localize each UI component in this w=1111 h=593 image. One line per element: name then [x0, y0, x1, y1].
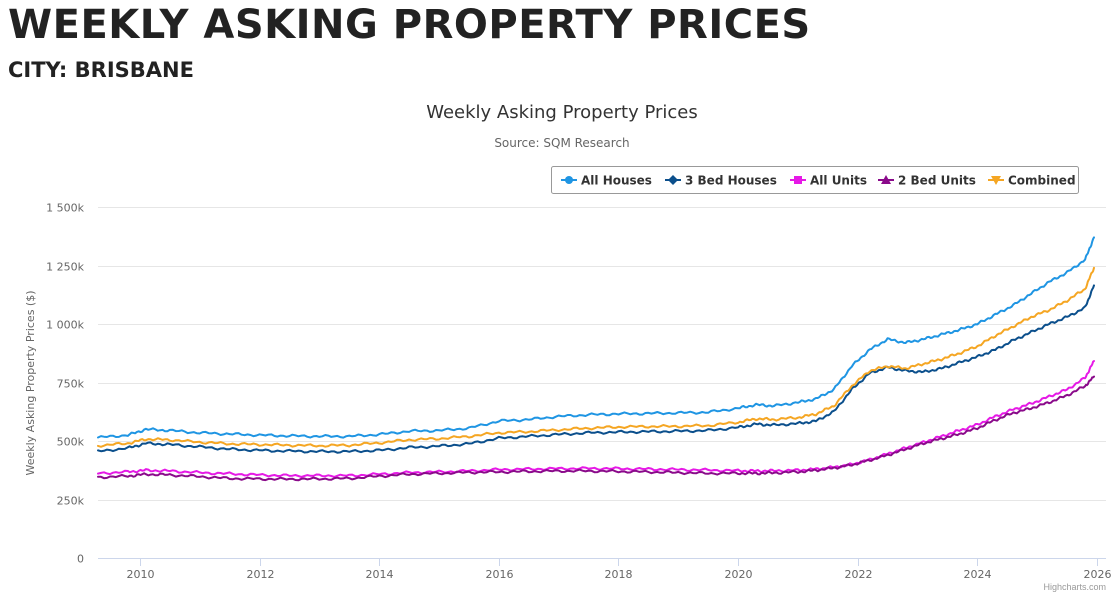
legend-marker-diamond — [668, 175, 678, 185]
legend-marker-triangle-down — [991, 176, 1001, 185]
series-line-combined[interactable] — [97, 266, 1095, 448]
legend-label: 3 Bed Houses — [685, 174, 777, 188]
legend-label: 2 Bed Units — [898, 174, 976, 188]
chart-subtitle: Source: SQM Research — [494, 136, 629, 150]
legend-item-combined[interactable]: Combined — [988, 174, 1076, 188]
legend-label: All Units — [810, 174, 867, 188]
axes: 0 250k 500k 750k 1 000k 1 250k 1 500k 2010 2012 2… — [46, 202, 1111, 582]
y-axis-title: Weekly Asking Property Prices ($) — [24, 290, 37, 475]
legend-label: All Houses — [581, 174, 652, 188]
legend-item-2-bed-units[interactable]: 2 Bed Units — [878, 174, 976, 188]
legend-marker-circle — [565, 176, 573, 184]
y-tick-label: 500k — [57, 436, 85, 449]
legend-item-all-houses[interactable]: All Houses — [561, 174, 652, 188]
legend-marker-triangle — [881, 175, 891, 184]
x-tick-label: 2014 — [366, 568, 394, 581]
x-tick-label: 2016 — [486, 568, 514, 581]
y-tick-label: 0 — [77, 553, 84, 566]
page-title: WEEKLY ASKING PROPERTY PRICES — [8, 2, 811, 48]
y-tick-label: 1 000k — [46, 319, 84, 332]
y-tick-label: 250k — [57, 495, 85, 508]
legend-item-all-units[interactable]: All Units — [790, 174, 867, 188]
x-tick-label: 2012 — [247, 568, 275, 581]
x-tick-label: 2024 — [964, 568, 992, 581]
legend-box — [551, 166, 1079, 194]
series-line-all-houses[interactable] — [97, 236, 1095, 439]
legend-marker-square — [794, 176, 802, 184]
city-label: CITY: BRISBANE — [8, 58, 194, 82]
x-tick-label: 2018 — [605, 568, 633, 581]
series-line-2-bed-units[interactable] — [97, 375, 1095, 482]
series-line-3-bed-houses[interactable] — [97, 284, 1095, 454]
series-lines — [97, 236, 1095, 482]
x-tick-label: 2026 — [1084, 568, 1111, 581]
x-tick-label: 2020 — [725, 568, 753, 581]
y-tick-label: 750k — [57, 378, 85, 391]
legend-item-3-bed-houses[interactable]: 3 Bed Houses — [665, 174, 777, 188]
legend[interactable]: All Houses 3 Bed Houses All Units 2 Bed Uni… — [551, 166, 1079, 194]
x-tick-label: 2010 — [127, 568, 155, 581]
y-tick-label: 1 500k — [46, 202, 84, 215]
series-line-all-units[interactable] — [97, 360, 1095, 478]
gridlines — [98, 207, 1106, 559]
chart-title: Weekly Asking Property Prices — [426, 102, 698, 123]
legend-label: Combined — [1008, 174, 1076, 188]
x-tick-label: 2022 — [845, 568, 873, 581]
credits-link[interactable]: Highcharts.com — [1043, 582, 1106, 592]
y-tick-label: 1 250k — [46, 261, 84, 274]
